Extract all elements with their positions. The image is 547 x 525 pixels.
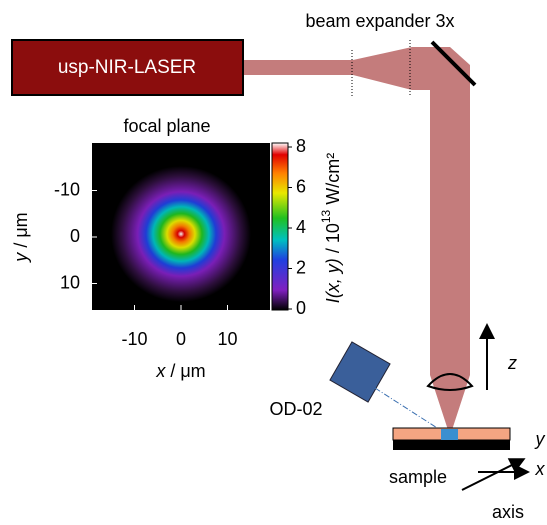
axis-label: axis <box>492 502 524 522</box>
sample-spot <box>441 429 458 440</box>
detector <box>329 341 391 403</box>
laser-label: usp-NIR-LASER <box>58 57 196 78</box>
x-tick-label: -10 <box>121 329 147 349</box>
colorbar-tick-label: 0 <box>296 298 306 318</box>
y-axis-label: y / μm <box>11 212 31 263</box>
colorbar <box>271 142 289 311</box>
mirror <box>430 40 477 87</box>
axis-x: x <box>535 459 546 479</box>
cb-unit: / 10 <box>323 223 343 258</box>
cb-symbol: I(x, y) <box>323 258 343 303</box>
y-tick-label: -10 <box>54 179 80 199</box>
x-axis-label: x / μm <box>155 361 205 381</box>
colorbar-tick-label: 4 <box>296 217 306 237</box>
colorbar-tick-label: 8 <box>296 136 306 156</box>
sample-label: sample <box>389 467 447 487</box>
axis-y: y <box>534 429 546 449</box>
ticks: -10 0 10 -10 0 10 0 2 4 6 8 <box>54 136 306 349</box>
detector-line <box>374 387 446 434</box>
x-tick-label: 10 <box>217 329 237 349</box>
cb-exponent: 13 <box>319 209 333 223</box>
y-unit: / μm <box>11 212 31 252</box>
x-symbol: x <box>155 361 166 381</box>
y-symbol: y <box>11 252 31 264</box>
y-tick-label: 0 <box>70 226 80 246</box>
sample-substrate <box>393 440 510 450</box>
x-tick-label: 0 <box>176 329 186 349</box>
detector-label: OD-02 <box>269 399 322 419</box>
colorbar-label: I(x, y) / 1013 W/cm² <box>319 153 343 303</box>
expander-label: beam expander 3x <box>305 11 454 31</box>
cb-rest: W/cm² <box>323 153 343 210</box>
x-unit: / μm <box>165 361 205 381</box>
focal-title: focal plane <box>123 116 210 136</box>
z-label: z <box>507 353 517 373</box>
laser-box <box>11 39 244 96</box>
axis-y-arrow <box>461 458 526 491</box>
lens <box>426 373 474 391</box>
heatmap-spot <box>111 166 251 302</box>
colorbar-tick-label: 6 <box>296 176 306 196</box>
colorbar-tick-label: 2 <box>296 257 306 277</box>
y-tick-label: 10 <box>60 272 80 292</box>
